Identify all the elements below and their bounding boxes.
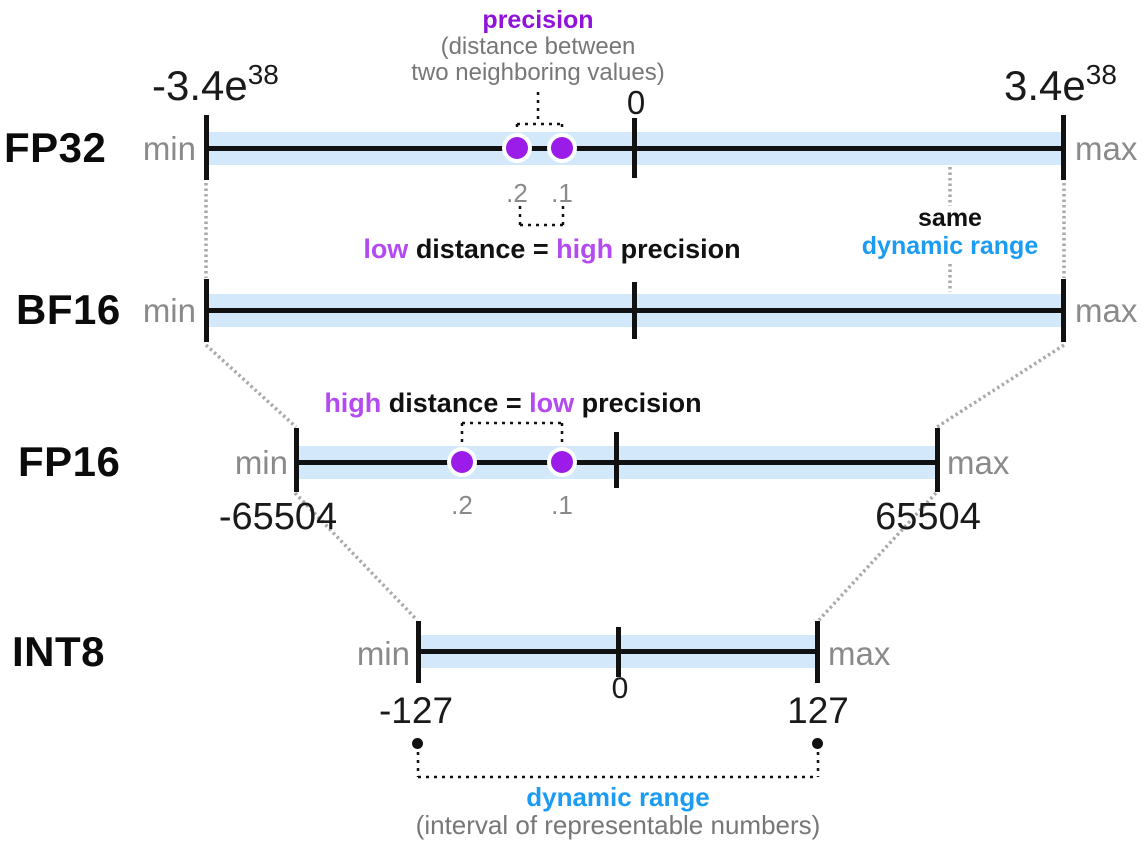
low-distance-word1: low (363, 234, 416, 264)
precision-subtitle-line1: (distance between (440, 33, 636, 60)
fp32-min-label: min (142, 130, 196, 167)
fp32-dot-label-left: .2 (506, 178, 528, 208)
fp32-max-label: max (1075, 130, 1138, 167)
bf16-min-label: min (142, 292, 196, 329)
int8-max-marker-dot (812, 738, 823, 749)
fp16-max-value: 65504 (875, 496, 981, 538)
fp32-max-value-exponent: 38 (1085, 59, 1117, 90)
int8-min-marker-dot (412, 738, 423, 749)
fp32-value-dot-right (551, 137, 573, 159)
fp16-value-dot-left (451, 451, 473, 473)
fp32-zero-tick (632, 118, 637, 178)
bf16-label: BF16 (16, 286, 121, 333)
high-distance-mid: distance = (388, 388, 530, 418)
fp16-min-tick (294, 428, 299, 492)
fp16-value-dot-right (551, 451, 573, 473)
bf16-max-label: max (1075, 292, 1138, 329)
fp16-dot-label-left: .2 (451, 490, 473, 520)
int8-max-value: 127 (787, 690, 849, 731)
precision-subtitle-line2: two neighboring values) (411, 59, 665, 86)
bf16-min-tick (204, 279, 209, 342)
low-distance-mid: distance = (415, 234, 557, 264)
int8-min-value: -127 (378, 690, 454, 731)
int8-max-tick (815, 621, 820, 683)
fp32-min-tick (204, 115, 209, 180)
high-distance-note: high distance = low precision (313, 388, 713, 419)
low-distance-note: low distance = high precision (352, 234, 752, 265)
fp32-zero-label: 0 (626, 84, 646, 121)
fp16-max-tick (935, 428, 940, 492)
int8-zero-tick (616, 627, 621, 677)
max-connector-bf16-fp16 (936, 343, 1065, 429)
low-distance-word2: high (556, 234, 621, 264)
high-distance-word1: high (324, 388, 389, 418)
bf16-zero-tick (632, 282, 637, 339)
fp16-max-label: max (947, 444, 1010, 481)
fp32-value-dot-left (506, 137, 528, 159)
int8-min-tick (416, 621, 421, 683)
dynamic-range-title: dynamic range (526, 782, 710, 812)
low-distance-tail: precision (620, 234, 741, 264)
fp32-min-value-base: -3.4e (152, 62, 248, 109)
fp16-label: FP16 (18, 438, 121, 485)
fp32-max-value-base: 3.4e (1004, 62, 1086, 109)
fp32-max-value: 3.4e38 (1004, 59, 1117, 110)
same-range-line2: dynamic range (861, 232, 1039, 260)
int8-label: INT8 (12, 628, 106, 675)
int8-min-label: min (356, 635, 410, 672)
bf16-max-tick (1061, 279, 1066, 342)
dynamic-range-subtitle: (interval of representable numbers) (415, 810, 821, 840)
int8-max-label: max (828, 635, 891, 672)
fp32-dot-label-right: .1 (551, 178, 573, 208)
int8-zero-label: 0 (611, 672, 629, 705)
fp32-label: FP32 (4, 124, 107, 171)
fp16-min-label: min (234, 444, 288, 481)
precision-title: precision (482, 6, 594, 34)
high-distance-word2: low (529, 388, 582, 418)
high-distance-tail: precision (581, 388, 702, 418)
fp32-min-value: -3.4e38 (152, 59, 279, 110)
fp16-min-value: -65504 (218, 496, 338, 538)
fp16-dot-label-right: .1 (551, 490, 573, 520)
same-range-line1: same (918, 204, 982, 232)
fp32-min-value-exponent: 38 (247, 59, 279, 90)
fp32-max-tick (1061, 115, 1066, 180)
fp16-zero-tick (614, 432, 619, 488)
min-connector-bf16-fp16 (204, 343, 298, 429)
